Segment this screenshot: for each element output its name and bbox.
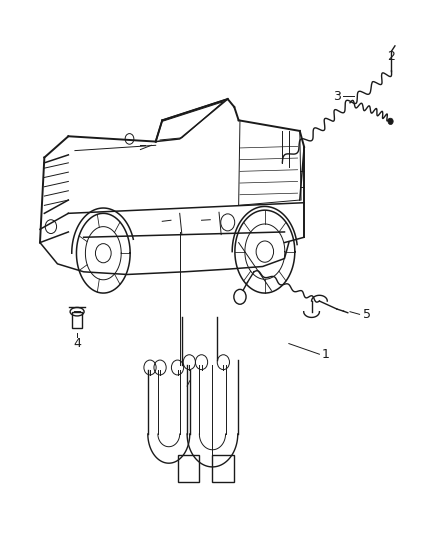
Circle shape xyxy=(388,118,393,125)
Bar xyxy=(212,455,234,482)
Text: 3: 3 xyxy=(333,90,341,103)
Text: 1: 1 xyxy=(322,348,330,361)
Text: 2: 2 xyxy=(388,50,396,63)
Text: 4: 4 xyxy=(73,337,81,350)
Text: 5: 5 xyxy=(364,308,371,321)
Bar xyxy=(177,455,199,482)
Bar xyxy=(72,312,82,328)
